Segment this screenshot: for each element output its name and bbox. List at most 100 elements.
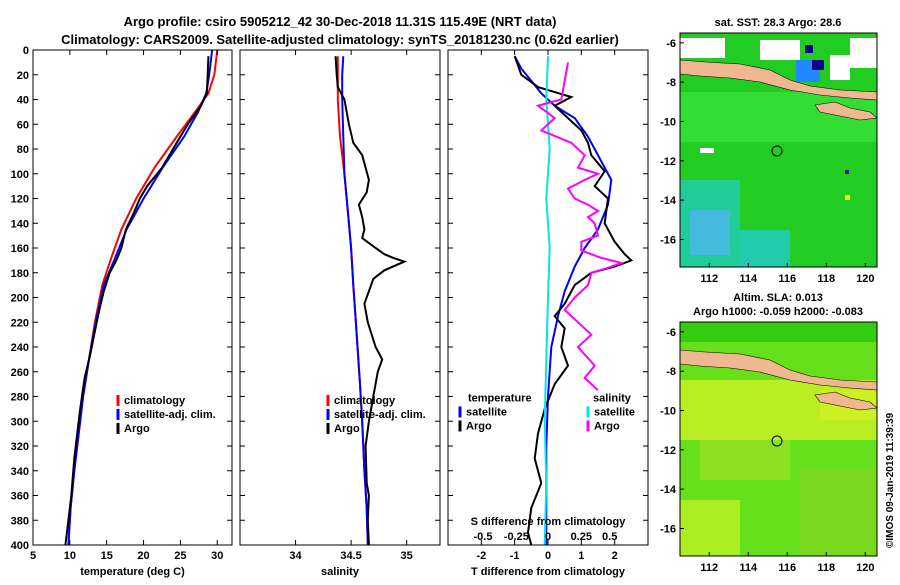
- temperature-panel: 5 10 15 20 25 30 temperature (deg C) 0 20 40 60 80 1…: [11, 45, 233, 578]
- legend-label: Argo: [466, 420, 492, 432]
- x-tick-label: 35: [401, 550, 413, 562]
- sla-map-axes: 112 114 116 118 120 -6 -8 -10 -12 -14 -16: [660, 327, 874, 574]
- legend-label: climatology: [124, 395, 186, 407]
- s-axis-label: S difference from climatology: [471, 516, 627, 528]
- map-y-tick-label: -14: [660, 195, 677, 207]
- map-y-tick-label: -12: [660, 445, 676, 457]
- legend-title-salinity: salinity: [593, 392, 632, 404]
- x-tick-label: 30: [211, 550, 223, 562]
- map-y-tick-label: -12: [660, 156, 676, 168]
- sst-map-title: sat. SST: 28.3 Argo: 28.6: [715, 17, 842, 29]
- y-tick-label: 320: [11, 441, 29, 453]
- y-tick-label: 60: [17, 119, 29, 131]
- map-x-tick-label: 112: [700, 562, 718, 574]
- y-tick-label: 180: [11, 268, 29, 280]
- legend-label: satellite-adj. clim.: [124, 409, 216, 421]
- s-tick-label: -0.5: [474, 531, 493, 543]
- title-line1: Argo profile: csiro 5905212_42 30-Dec-20…: [124, 14, 557, 29]
- y-tick-label: 400: [11, 540, 29, 552]
- series-line-argo: [64, 56, 210, 546]
- y-tick-label: 260: [11, 367, 29, 379]
- s-tick-label: 0.5: [602, 531, 617, 543]
- y-tick-label: 240: [11, 342, 29, 354]
- map-y-tick-label: -6: [666, 327, 676, 339]
- map-x-tick-label: 116: [778, 562, 796, 574]
- map-y-tick-label: -14: [660, 484, 677, 496]
- y-tick-label: 0: [23, 45, 29, 57]
- series-line-argo: [334, 56, 408, 546]
- y-tick-label: 300: [11, 416, 29, 428]
- credit-text: ©IMOS 09-Jan-2019 11:39:39: [885, 412, 896, 548]
- x-tick-label: 1: [578, 550, 584, 562]
- legend-label: Argo: [124, 423, 150, 435]
- x-axis-label: temperature (deg C): [80, 566, 185, 578]
- map-y-tick-label: -16: [660, 523, 676, 535]
- x-tick-label: -2: [476, 550, 486, 562]
- x-axis-label: salinity: [321, 566, 360, 578]
- map-y-tick-label: -16: [660, 234, 676, 246]
- y-tick-label: 100: [11, 169, 29, 181]
- x-tick-label: 20: [137, 550, 149, 562]
- map-y-tick-label: -10: [660, 116, 676, 128]
- plot-frame: [32, 49, 233, 546]
- x-tick-label: 10: [64, 550, 76, 562]
- legend-label: satellite: [594, 406, 635, 418]
- legend-title-temperature: temperature: [468, 392, 532, 404]
- legend-label: climatology: [334, 395, 396, 407]
- y-tick-label: 80: [17, 144, 29, 156]
- map-x-tick-label: 116: [778, 273, 796, 285]
- legend-label: satellite-adj. clim.: [334, 409, 426, 421]
- x-tick-label: 15: [101, 550, 113, 562]
- map-x-tick-label: 120: [856, 273, 874, 285]
- x-tick-label: 34.5: [340, 550, 361, 562]
- sst-argo-marker: [771, 145, 783, 157]
- map-x-tick-label: 114: [739, 562, 758, 574]
- y-tick-label: 20: [17, 70, 29, 82]
- series-line-satellite-adj-clim-: [67, 49, 214, 546]
- sst-map: [679, 32, 878, 268]
- series-line-t-satellite: [513, 55, 613, 545]
- legend-label: satellite: [466, 406, 507, 418]
- s-tick-label: 0: [545, 531, 551, 543]
- map-x-tick-label: 112: [700, 273, 718, 285]
- x-axis-label: T difference from climatology: [471, 566, 626, 578]
- s-tick-label: 0.25: [571, 531, 592, 543]
- sla-map-title: Altim. SLA: 0.013: [733, 292, 823, 304]
- sla-argo-marker: [771, 435, 783, 447]
- map-y-tick-label: -8: [666, 77, 676, 89]
- y-tick-label: 200: [11, 293, 29, 305]
- y-tick-label: 140: [11, 218, 29, 230]
- x-tick-label: 0: [545, 550, 551, 562]
- x-tick-label: 25: [174, 550, 186, 562]
- salinity-panel: 34 34.5 35 salinity climatology satellite-adj…: [239, 49, 441, 578]
- difference-panel: -2 -1 0 1 2 T difference from climatology temp…: [447, 49, 649, 578]
- map-y-tick-label: -10: [660, 405, 676, 417]
- legend-label: Argo: [594, 420, 620, 432]
- y-tick-label: 40: [17, 95, 29, 107]
- series-line-s-argo: [535, 62, 625, 392]
- y-tick-label: 160: [11, 243, 29, 255]
- map-y-tick-label: -6: [666, 38, 676, 50]
- series-line-t-argo: [513, 55, 634, 546]
- x-tick-label: 5: [30, 550, 36, 562]
- sst-map-axes: 112 114 116 118 120 -6 -8 -10 -12 -14 -16: [660, 38, 874, 285]
- map-x-tick-label: 114: [739, 273, 758, 285]
- x-tick-label: 34: [289, 550, 302, 562]
- x-tick-label: -1: [510, 550, 520, 562]
- y-tick-label: 340: [11, 466, 29, 478]
- series-line-climatology: [67, 49, 219, 546]
- sla-map-subtitle: Argo h1000: -0.059 h2000: -0.083: [693, 306, 863, 318]
- x-tick-label: 2: [612, 550, 618, 562]
- series-line-satellite-adj-clim-: [341, 56, 369, 546]
- y-tick-label: 220: [11, 317, 29, 329]
- title-line2: Climatology: CARS2009. Satellite-adjuste…: [61, 32, 619, 47]
- legend-label: Argo: [334, 423, 360, 435]
- s-tick-label: -0.25: [504, 531, 529, 543]
- y-tick-label: 280: [11, 392, 29, 404]
- map-x-tick-label: 120: [856, 562, 874, 574]
- y-tick-label: 360: [11, 491, 29, 503]
- y-tick-label: 380: [11, 515, 29, 527]
- sla-map: [679, 321, 878, 557]
- map-x-tick-label: 118: [817, 562, 835, 574]
